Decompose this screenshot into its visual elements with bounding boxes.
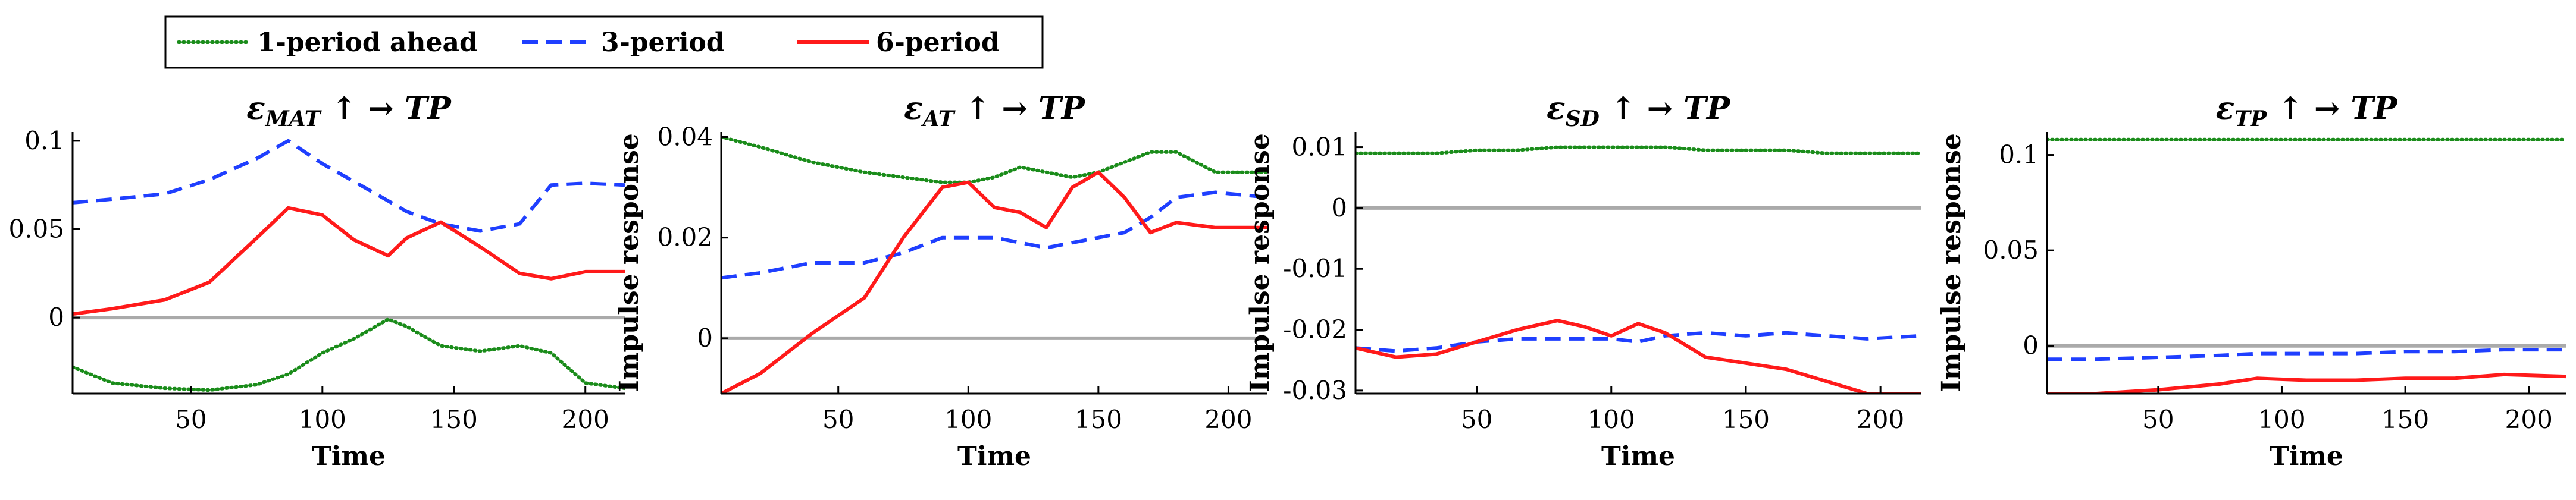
panel-title: εTP ↑ → TP (2216, 90, 2399, 131)
y-tick-label: 0 (1331, 193, 1347, 222)
panel-title: εAT ↑ → TP (904, 90, 1086, 131)
y-tick-label: 0.04 (657, 122, 713, 151)
y-tick-label: 0 (48, 303, 64, 332)
y-axis-label: Impulse response (1245, 133, 1275, 392)
x-tick-label: 200 (1857, 405, 1904, 434)
x-axis-label: Time (2270, 441, 2343, 471)
y-tick-label: 0.1 (24, 126, 64, 155)
x-tick-label: 50 (175, 405, 206, 434)
x-tick-label: 100 (2258, 405, 2305, 434)
series-line-one-period (721, 135, 1267, 184)
y-axis-label: Impulse response (1936, 133, 1967, 392)
legend: 1-period ahead 3-period 6-period (164, 15, 1044, 69)
x-axis-label: Time (312, 441, 386, 471)
series-line-six-period (1356, 319, 1921, 394)
panel-title: εSD ↑ → TP (1547, 90, 1731, 131)
legend-label-3-period: 3-period (601, 27, 725, 58)
y-tick-label: -0.01 (1283, 254, 1347, 283)
x-tick-label: 50 (822, 405, 854, 434)
y-tick-label: 0.01 (1291, 133, 1347, 162)
y-tick-label: 0.02 (657, 223, 713, 252)
panel-3: 50 100 150 200 -0.03 -0.02 -0.01 0 0.01 Time Impul… (1245, 90, 1921, 471)
x-axis-label: Time (957, 441, 1031, 471)
x-tick-label: 100 (1588, 405, 1635, 434)
series-line-six-period (73, 206, 625, 316)
panels: 50 100 150 200 0 0.05 0.1 Time Impulse response ε… (8, 90, 2566, 471)
y-tick-label: 0 (697, 323, 713, 353)
series-line-three-period (2047, 348, 2566, 361)
y-tick-label: 0.05 (1983, 235, 2039, 265)
series-line-three-period (1356, 331, 1921, 353)
x-tick-label: 200 (2505, 405, 2553, 434)
x-tick-label: 200 (562, 405, 609, 434)
x-tick-label: 150 (1075, 405, 1122, 434)
series-line-one-period (1356, 145, 1921, 155)
series-line-three-period (721, 190, 1267, 280)
y-tick-label: 0 (2023, 331, 2039, 360)
legend-box (164, 15, 1044, 69)
x-tick-label: 100 (299, 405, 346, 434)
y-tick-label: 0.1 (1999, 140, 2039, 169)
x-tick-label: 150 (430, 405, 478, 434)
x-tick-label: 150 (1722, 405, 1770, 434)
y-tick-label: -0.03 (1283, 376, 1347, 405)
y-axis-label: Impulse response (614, 133, 644, 392)
x-tick-label: 50 (2142, 405, 2174, 434)
series-line-one-period (73, 317, 625, 392)
y-tick-label: 0.05 (8, 215, 64, 244)
x-tick-label: 150 (2381, 405, 2429, 434)
x-tick-label: 50 (1461, 405, 1492, 434)
panel-title: εMAT ↑ → TP (246, 90, 452, 131)
x-tick-label: 200 (1204, 405, 1252, 434)
x-tick-label: 100 (944, 405, 992, 434)
y-tick-label: -0.02 (1283, 315, 1347, 344)
panel-4: 50 100 150 200 0 0.05 0.1 Time Impulse response ε… (1936, 90, 2566, 471)
series-line-six-period (721, 170, 1267, 394)
legend-label-6-period: 6-period (876, 27, 1000, 58)
legend-label-1-period: 1-period ahead (257, 27, 478, 58)
x-axis-label: Time (1601, 441, 1675, 471)
panel-2: 50 100 150 200 0 0.02 0.04 Time Impulse response… (614, 90, 1267, 471)
series-line-three-period (73, 139, 625, 233)
series-line-six-period (2047, 372, 2566, 394)
